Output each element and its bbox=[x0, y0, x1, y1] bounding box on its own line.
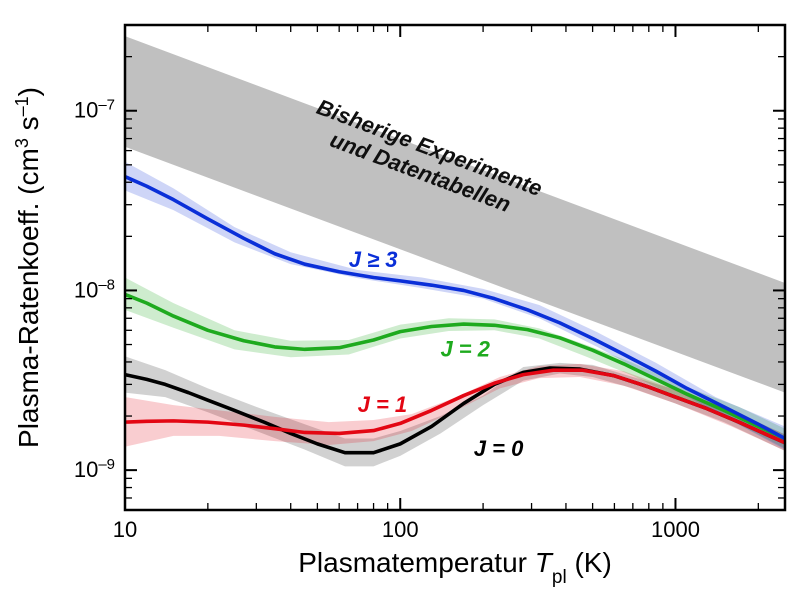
chart-container: 10 100 1000 10–9 10–8 10–7 Plasmatemperatur Tp… bbox=[0, 0, 800, 600]
series-label-J2: J = 2 bbox=[440, 336, 490, 361]
y-tick-label: 10–8 bbox=[74, 276, 115, 303]
y-tick-label: 10–7 bbox=[74, 96, 115, 123]
series-label-J3: J ≥ 3 bbox=[349, 247, 398, 272]
series-label-J1: J = 1 bbox=[358, 392, 408, 417]
x-tick-label: 100 bbox=[382, 517, 419, 542]
y-axis-label: Plasma-Ratenkoeff. (cm3 s–1) bbox=[12, 87, 44, 448]
y-tick-label: 10–9 bbox=[74, 456, 115, 483]
chart-svg: 10 100 1000 10–9 10–8 10–7 Plasmatemperatur Tp… bbox=[0, 0, 800, 600]
x-axis-label: Plasmatemperatur Tpl (K) bbox=[298, 547, 612, 588]
x-tick-label: 1000 bbox=[651, 517, 700, 542]
x-tick-label: 10 bbox=[113, 517, 137, 542]
series-label-J0: J = 0 bbox=[474, 436, 524, 461]
